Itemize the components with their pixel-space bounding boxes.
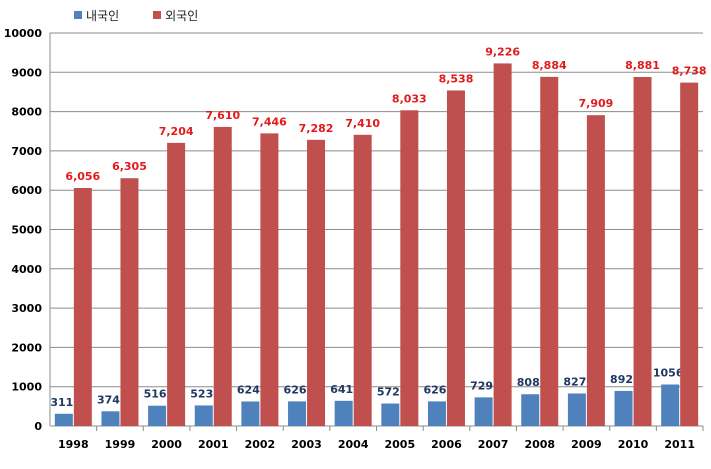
data-label-domestic: 1056 bbox=[653, 366, 684, 379]
data-label-domestic: 892 bbox=[610, 373, 633, 386]
bar-foreign bbox=[120, 178, 139, 426]
bar-domestic bbox=[567, 393, 586, 426]
bar-domestic bbox=[521, 394, 540, 426]
y-tick-label: 3000 bbox=[11, 302, 42, 315]
data-label-foreign: 8,538 bbox=[439, 72, 474, 85]
data-label-foreign: 8,033 bbox=[392, 92, 427, 105]
data-label-domestic: 626 bbox=[284, 383, 307, 396]
x-tick-label: 2008 bbox=[524, 438, 555, 451]
data-label-foreign: 7,282 bbox=[299, 122, 334, 135]
bar-foreign bbox=[586, 115, 605, 426]
data-label-foreign: 7,610 bbox=[205, 109, 240, 122]
y-tick-label: 1000 bbox=[11, 381, 42, 394]
bar-foreign bbox=[260, 133, 279, 426]
data-label-domestic: 827 bbox=[563, 375, 586, 388]
data-label-domestic: 626 bbox=[423, 383, 446, 396]
bar-domestic bbox=[661, 384, 680, 426]
x-tick-label: 2003 bbox=[291, 438, 322, 451]
bar-foreign bbox=[493, 63, 512, 426]
x-tick-label: 2004 bbox=[338, 438, 369, 451]
legend-swatch-foreign bbox=[153, 11, 162, 19]
bar-foreign bbox=[633, 76, 652, 427]
x-tick-label: 2005 bbox=[385, 438, 416, 451]
x-tick-label: 1998 bbox=[58, 438, 89, 451]
data-label-foreign: 6,056 bbox=[65, 170, 100, 183]
data-label-foreign: 8,738 bbox=[672, 65, 707, 78]
data-label-foreign: 7,204 bbox=[159, 125, 194, 138]
bar-foreign bbox=[400, 110, 419, 426]
data-label-domestic: 516 bbox=[144, 388, 167, 401]
x-tick-label: 2001 bbox=[198, 438, 229, 451]
data-label-foreign: 6,305 bbox=[112, 160, 147, 173]
data-label-domestic: 523 bbox=[190, 387, 213, 400]
y-tick-label: 2000 bbox=[11, 341, 42, 354]
y-tick-label: 10000 bbox=[4, 27, 43, 40]
y-tick-label: 6000 bbox=[11, 184, 42, 197]
x-tick-label: 2000 bbox=[151, 438, 182, 451]
x-tick-label: 2009 bbox=[571, 438, 602, 451]
y-tick-label: 4000 bbox=[11, 263, 42, 276]
bar-foreign bbox=[540, 76, 559, 427]
data-label-domestic: 572 bbox=[377, 386, 400, 399]
x-tick-label: 2007 bbox=[478, 438, 509, 451]
legend-label-foreign: 외국인 bbox=[165, 8, 199, 23]
data-label-domestic: 641 bbox=[330, 383, 353, 396]
data-label-foreign: 7,446 bbox=[252, 115, 287, 128]
legend-item-foreign: 외국인 bbox=[153, 7, 198, 24]
bar-foreign bbox=[73, 187, 92, 426]
data-label-foreign: 8,884 bbox=[532, 59, 567, 72]
bar-domestic bbox=[54, 413, 73, 426]
bar-domestic bbox=[381, 403, 400, 426]
legend-label-domestic: 내국인 bbox=[86, 8, 120, 23]
x-tick-label: 1999 bbox=[105, 438, 136, 451]
legend: 내국인 외국인 bbox=[74, 6, 232, 24]
x-tick-label: 2006 bbox=[431, 438, 462, 451]
data-label-domestic: 374 bbox=[97, 393, 120, 406]
y-tick-label: 5000 bbox=[11, 224, 42, 237]
bar-domestic bbox=[288, 401, 307, 426]
data-label-domestic: 729 bbox=[470, 379, 493, 392]
bar-foreign bbox=[680, 82, 699, 426]
y-tick-label: 9000 bbox=[11, 66, 42, 79]
bar-domestic bbox=[241, 401, 260, 426]
y-tick-label: 0 bbox=[34, 420, 42, 433]
data-label-foreign: 7,410 bbox=[345, 117, 380, 130]
y-tick-label: 7000 bbox=[11, 145, 42, 158]
x-tick-label: 2011 bbox=[664, 438, 695, 451]
data-label-domestic: 311 bbox=[50, 396, 73, 409]
bar-domestic bbox=[101, 411, 120, 426]
bar-domestic bbox=[427, 401, 446, 426]
bar-domestic bbox=[474, 397, 493, 426]
data-label-domestic: 624 bbox=[237, 383, 260, 396]
y-tick-label: 8000 bbox=[11, 106, 42, 119]
bar-foreign bbox=[167, 142, 186, 426]
bar-foreign bbox=[213, 126, 232, 426]
bar-domestic bbox=[334, 400, 353, 426]
data-label-foreign: 7,909 bbox=[578, 97, 613, 110]
legend-item-domestic: 내국인 bbox=[74, 7, 119, 24]
x-tick-label: 2010 bbox=[618, 438, 649, 451]
bar-foreign bbox=[446, 90, 465, 426]
bar-foreign bbox=[307, 139, 326, 427]
bar-foreign bbox=[353, 134, 372, 427]
x-tick-label: 2002 bbox=[245, 438, 276, 451]
legend-swatch-domestic bbox=[74, 11, 82, 19]
bar-domestic bbox=[614, 390, 633, 426]
data-label-domestic: 808 bbox=[517, 376, 540, 389]
data-label-foreign: 9,226 bbox=[485, 45, 520, 58]
bar-domestic bbox=[194, 405, 213, 426]
data-label-foreign: 8,881 bbox=[625, 59, 660, 72]
bar-domestic bbox=[148, 405, 167, 426]
